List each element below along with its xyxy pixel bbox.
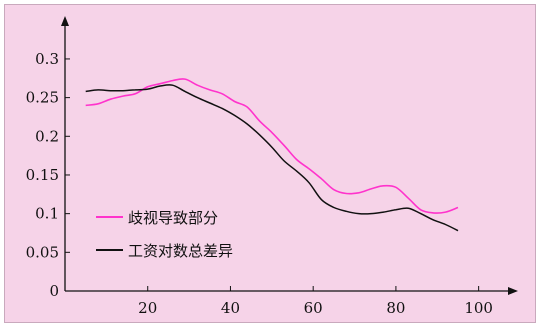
legend-label-total-wage-gap: 工资对数总差异 [128, 242, 233, 260]
legend-label-discrimination: 歧视导致部分 [128, 209, 218, 227]
y-tick-label: 0.25 [26, 89, 59, 107]
y-tick-label: 0.2 [35, 127, 59, 145]
y-tick-label: 0 [49, 282, 59, 300]
series-line-discrimination [85, 78, 459, 214]
series-line-total-wage-gap [85, 84, 459, 232]
x-tick-label: 20 [138, 299, 157, 317]
x-tick-label: 80 [386, 299, 405, 317]
series-layer [85, 78, 459, 232]
ticks: 20 40 60 80 100 0 0.05 0.1 0.15 0.2 0.25 0.3 [26, 50, 493, 317]
chart-background [4, 4, 536, 323]
y-tick-label: 0.15 [26, 166, 59, 184]
y-axis-arrow [61, 16, 69, 26]
y-tick-label: 0.1 [35, 205, 59, 223]
x-tick-label: 40 [221, 299, 240, 317]
y-tick-label: 0.05 [26, 243, 59, 261]
y-tick-label: 0.3 [35, 50, 59, 68]
x-tick-label: 100 [464, 299, 493, 317]
x-axis-arrow [508, 287, 518, 295]
legend: 歧视导致部分 工资对数总差异 [96, 209, 233, 260]
x-tick-label: 60 [304, 299, 323, 317]
axes [61, 16, 518, 295]
